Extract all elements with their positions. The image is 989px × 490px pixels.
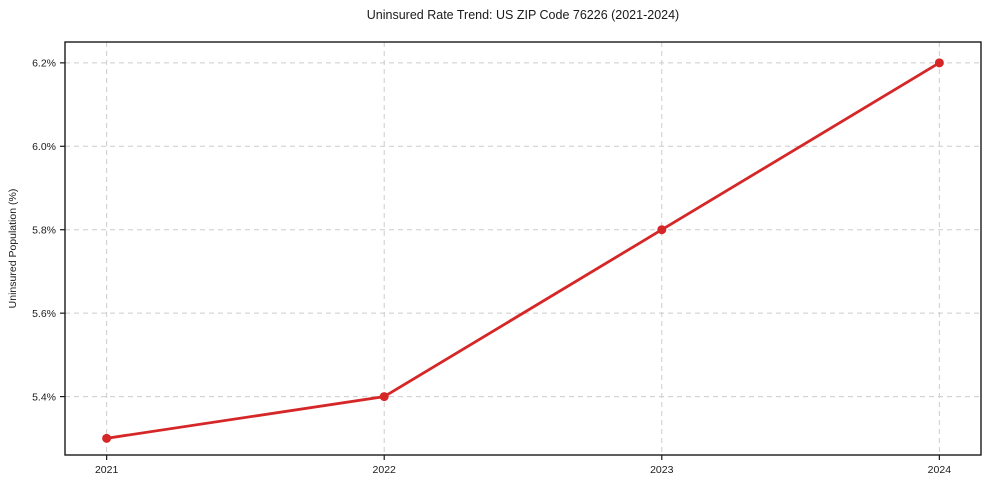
x-tick-label: 2024 [928, 464, 952, 476]
x-tick-label: 2021 [95, 464, 119, 476]
data-point-2021 [102, 433, 112, 443]
plot-border [64, 41, 982, 456]
y-tick-label: 6.0% [32, 141, 56, 153]
y-tick-label: 5.8% [32, 224, 56, 236]
chart-title: Uninsured Rate Trend: US ZIP Code 76226 … [366, 8, 680, 22]
x-tick-label: 2023 [650, 464, 674, 476]
y-tick-label: 5.4% [32, 391, 56, 403]
data-point-2024 [934, 58, 944, 68]
y-tick-label: 6.2% [32, 58, 56, 70]
data-point-2022 [379, 392, 389, 402]
trend-line [105, 61, 941, 440]
y-tick-label: 5.6% [32, 308, 56, 320]
x-tick-label: 2022 [373, 464, 397, 476]
data-point-2023 [657, 225, 667, 235]
y-axis-label: Uninsured Population (%) [7, 189, 19, 309]
